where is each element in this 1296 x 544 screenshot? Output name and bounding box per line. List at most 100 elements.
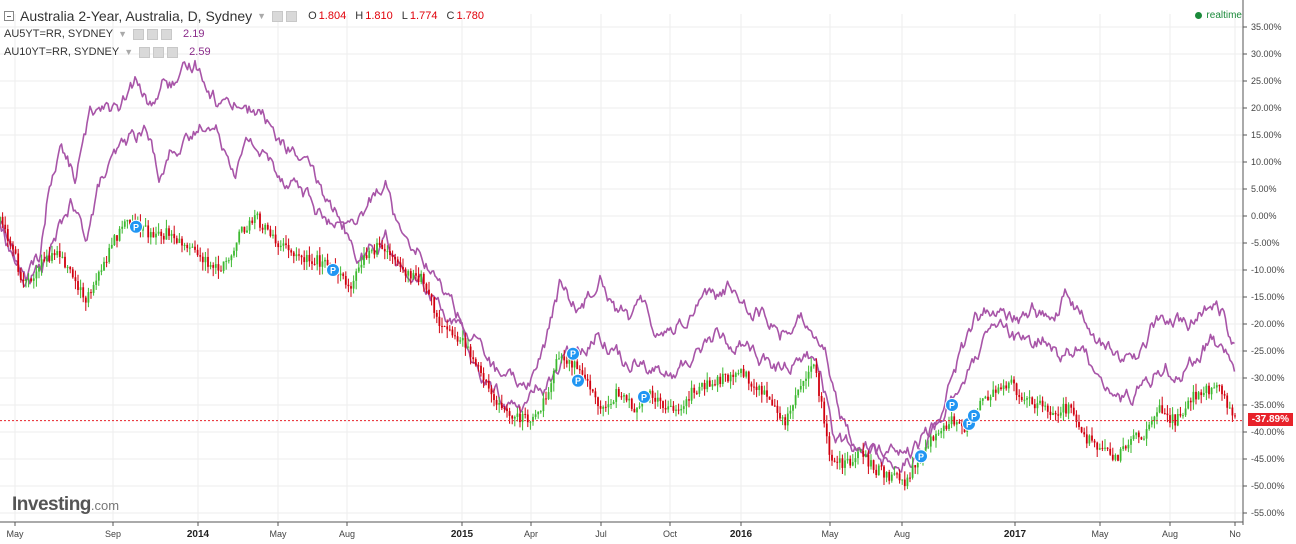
candle-body <box>747 371 750 384</box>
chevron-down-icon[interactable]: ▼ <box>118 29 128 39</box>
candle-body <box>27 278 30 280</box>
candle-body <box>162 235 165 240</box>
y-tick-label: -25.00% <box>1251 346 1285 356</box>
p-marker-label: P <box>575 376 581 386</box>
candle-body <box>1140 437 1143 440</box>
candle-body <box>682 406 685 409</box>
candle-body <box>160 231 163 236</box>
candle-body <box>576 361 579 370</box>
visibility-icon[interactable] <box>286 10 298 22</box>
candle-body <box>1179 414 1182 416</box>
candle-body <box>571 357 573 368</box>
candle-body <box>1013 379 1015 384</box>
candle-body <box>604 406 607 408</box>
candle-body <box>459 340 462 342</box>
candle-body <box>1080 427 1083 433</box>
candle-body <box>961 423 963 427</box>
candle-body <box>841 458 844 468</box>
ohlc-high-label: H <box>355 10 364 22</box>
candle-body <box>0 216 1 222</box>
candle-body <box>292 252 295 257</box>
p-marker-icon <box>129 219 143 234</box>
candle-body <box>1057 414 1060 416</box>
candle-body <box>1067 404 1070 414</box>
candle-body <box>350 286 352 289</box>
settings-icon[interactable] <box>139 46 151 58</box>
close-icon[interactable] <box>161 28 173 40</box>
visibility-icon[interactable] <box>147 28 159 40</box>
candle-body <box>903 479 906 487</box>
candle-body <box>506 408 508 412</box>
candle-body <box>266 224 269 230</box>
p-marker-icon <box>945 398 959 412</box>
candle-body <box>584 374 586 379</box>
candle-body <box>269 229 272 236</box>
candle-body <box>989 396 992 401</box>
p-marker-label: P <box>641 392 647 402</box>
candle-body <box>1127 444 1130 449</box>
candle-body <box>610 403 612 405</box>
settings-icon[interactable] <box>272 10 284 22</box>
candle-body <box>383 248 386 252</box>
candle-body <box>1231 407 1234 416</box>
candle-body <box>789 410 792 414</box>
candle-body <box>274 234 277 244</box>
candle-body <box>1054 413 1057 415</box>
visibility-icon[interactable] <box>153 46 165 58</box>
candle-body <box>287 244 290 251</box>
candle-body <box>690 387 693 401</box>
candle-body <box>1210 387 1213 395</box>
candle-body <box>196 249 199 256</box>
candle-body <box>201 256 204 263</box>
chevron-down-icon[interactable]: ▼ <box>124 47 134 57</box>
candle-body <box>721 373 724 384</box>
legend-main-row: Australia 2-Year, Australia, D, Sydney ▼… <box>4 8 490 24</box>
candle-body <box>144 225 147 227</box>
candle-body <box>1158 405 1161 413</box>
candle-body <box>1062 403 1065 413</box>
candle-body <box>363 255 365 265</box>
candle-body <box>851 462 854 466</box>
candle-body <box>123 221 126 227</box>
candle-body <box>51 253 53 261</box>
candle-body <box>430 294 433 298</box>
p-marker-label: P <box>971 411 977 421</box>
y-tick-label: -30.00% <box>1251 373 1285 383</box>
candle-body <box>836 461 839 463</box>
candle-body <box>1041 400 1044 407</box>
candle-body <box>659 397 662 402</box>
chevron-down-icon[interactable]: ▼ <box>257 11 267 21</box>
candle-body <box>381 244 384 249</box>
candle-body <box>1135 432 1138 436</box>
series-line-au10yt-rr-sydney <box>0 59 1235 459</box>
collapse-icon[interactable] <box>4 11 14 21</box>
candle-body <box>45 255 48 262</box>
candle-body <box>30 278 33 281</box>
candle-body <box>1039 400 1041 404</box>
candle-body <box>805 378 807 381</box>
au10y-value: 2.59 <box>189 46 211 58</box>
candle-body <box>1124 446 1127 449</box>
settings-icon[interactable] <box>133 28 145 40</box>
candle-body <box>1002 385 1005 390</box>
candle-body <box>40 259 43 268</box>
candle-body <box>443 326 446 328</box>
close-icon[interactable] <box>167 46 179 58</box>
candle-body <box>802 380 805 386</box>
candle-body <box>4 224 7 230</box>
candle-body <box>638 406 641 408</box>
candle-body <box>77 281 79 291</box>
y-tick-label: 25.00% <box>1251 76 1282 86</box>
candle-body <box>500 402 503 409</box>
candle-body <box>950 416 953 425</box>
candle-body <box>240 226 243 232</box>
candle-body <box>165 228 168 240</box>
y-tick-label: 10.00% <box>1251 157 1282 167</box>
candle-body <box>877 465 880 476</box>
candle-body <box>409 271 412 279</box>
candle-body <box>428 289 430 295</box>
x-tick-label: No <box>1229 529 1241 539</box>
candle-body <box>43 259 46 262</box>
